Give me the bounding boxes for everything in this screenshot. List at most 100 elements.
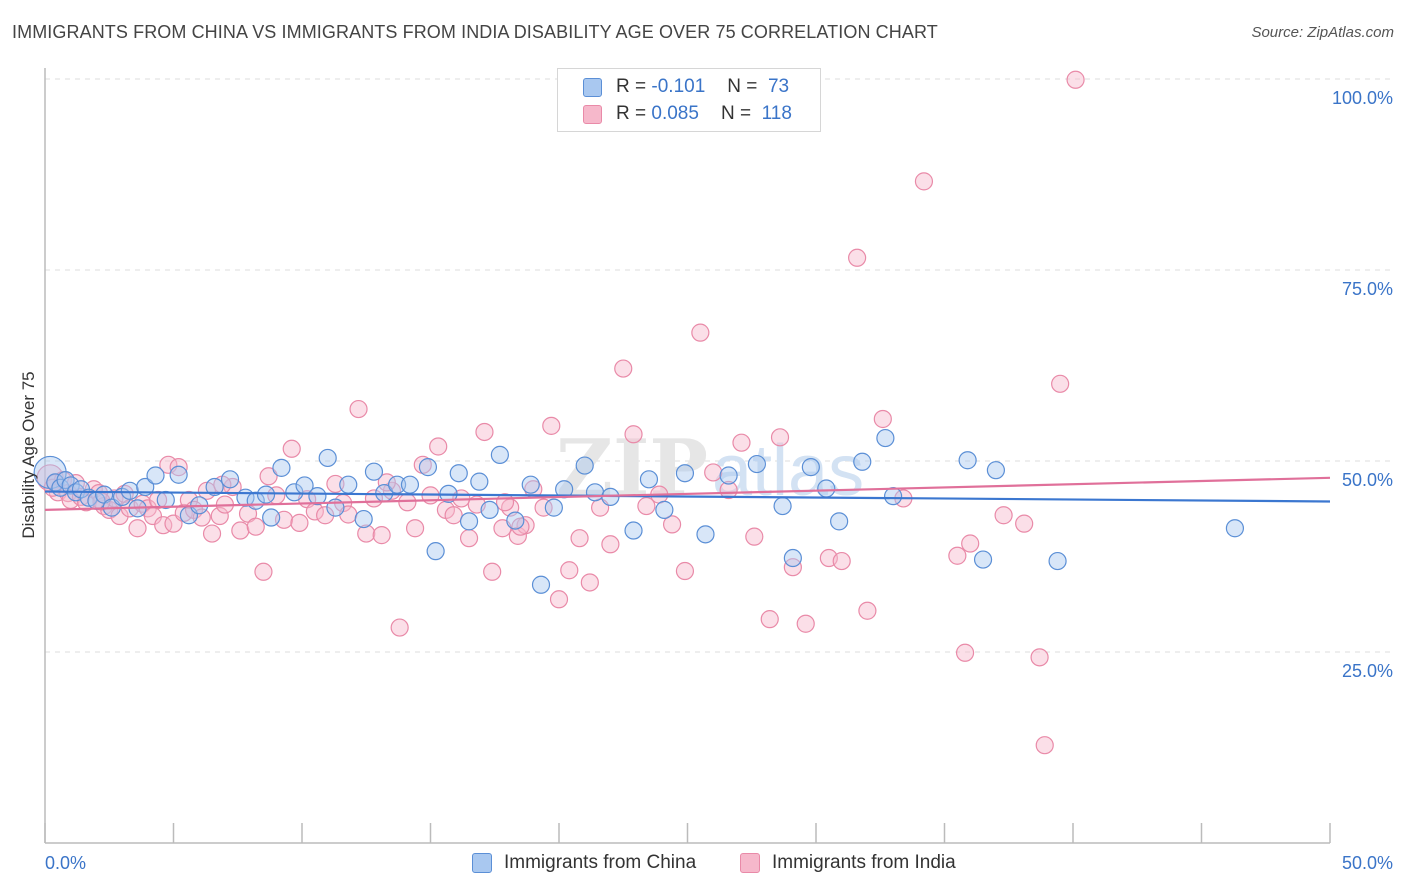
india-point xyxy=(405,519,425,538)
india-points xyxy=(36,70,1085,755)
india-point xyxy=(542,416,561,435)
india-point xyxy=(169,458,188,477)
india-swatch xyxy=(583,104,602,124)
china-point xyxy=(459,512,479,531)
china-point xyxy=(506,511,525,530)
india-point xyxy=(290,513,309,532)
china-point xyxy=(449,464,468,483)
legend-n-value: 118 xyxy=(761,103,792,124)
china-point xyxy=(354,509,373,529)
india-point xyxy=(231,521,250,540)
india-point xyxy=(398,493,417,512)
india-point xyxy=(955,643,975,662)
india-point xyxy=(390,618,409,637)
bottom-legend-label: Immigrants from China xyxy=(504,852,697,873)
legend-r-label: R = xyxy=(616,76,647,97)
china-point xyxy=(120,481,139,500)
legend-n-label: N = xyxy=(720,103,752,124)
x-tick-label: 0.0% xyxy=(45,853,86,873)
india-point xyxy=(873,409,892,429)
india-trend-line xyxy=(44,476,1331,511)
china-point xyxy=(801,458,820,477)
china-point xyxy=(400,475,420,494)
chart-title: IMMIGRANTS FROM CHINA VS IMMIGRANTS FROM… xyxy=(12,22,938,42)
china-point xyxy=(146,466,165,485)
legend-n-label: N = xyxy=(727,76,758,97)
china-point xyxy=(272,458,291,477)
india-point xyxy=(994,506,1013,525)
india-point xyxy=(549,590,569,609)
china-point xyxy=(531,575,551,594)
india-point xyxy=(210,506,229,526)
india-point xyxy=(704,463,723,482)
legend-r-value: 0.085 xyxy=(651,103,699,124)
india-point xyxy=(534,498,553,517)
india-point xyxy=(1066,70,1085,89)
india-point xyxy=(429,437,448,456)
legend-r-value: -0.101 xyxy=(651,76,706,97)
india-point xyxy=(637,496,656,516)
india-point xyxy=(1051,374,1070,393)
watermark-zip: ZIP xyxy=(556,423,708,514)
china-point xyxy=(986,461,1006,480)
india-point xyxy=(282,439,301,458)
india-point xyxy=(732,433,751,452)
india-point xyxy=(1035,736,1054,755)
india-point xyxy=(495,493,515,512)
india-point xyxy=(259,467,278,486)
india-point xyxy=(1015,514,1034,533)
india-point xyxy=(349,399,368,419)
china-point xyxy=(470,472,489,491)
source-label: Source: ZipAtlas.com xyxy=(1251,24,1394,41)
china-point xyxy=(639,470,659,489)
legend-n-value: 73 xyxy=(767,76,790,97)
china-point xyxy=(220,470,240,489)
y-tick-label: 50.0% xyxy=(1342,470,1393,490)
china-point xyxy=(490,445,509,464)
china-point xyxy=(817,479,836,498)
india-point xyxy=(961,534,980,553)
china-point xyxy=(544,498,563,517)
india-point xyxy=(483,562,502,581)
india-point xyxy=(601,535,620,554)
y-tick-label: 25.0% xyxy=(1342,661,1393,681)
legend-r-label: R = xyxy=(616,103,647,124)
india-point xyxy=(326,474,345,494)
india-swatch xyxy=(740,853,760,873)
china-point xyxy=(783,548,802,568)
china-point xyxy=(318,448,337,468)
india-point xyxy=(459,529,479,548)
india-point xyxy=(580,573,599,592)
axis-layer xyxy=(44,68,1331,844)
legend-row-india: R = 0.085 N = 118 xyxy=(558,101,792,127)
x-tick-label: 50.0% xyxy=(1342,853,1393,873)
china-point xyxy=(883,487,903,506)
china-point xyxy=(364,462,384,481)
india-point xyxy=(372,526,391,545)
china-point xyxy=(675,464,695,483)
india-point xyxy=(719,480,738,500)
china-point xyxy=(339,475,358,494)
india-point xyxy=(202,524,222,543)
china-swatch xyxy=(583,77,602,97)
china-point xyxy=(696,525,715,544)
india-point xyxy=(560,561,579,580)
correlation-legend: R = -0.101 N = 73 R = 0.085 N = 118 xyxy=(557,68,821,132)
india-point xyxy=(316,506,335,525)
bottom-legend-china: Immigrants from China xyxy=(472,852,696,874)
india-point xyxy=(770,428,790,447)
china-point xyxy=(205,477,224,497)
india-point xyxy=(796,614,815,633)
india-point xyxy=(745,527,764,546)
india-point xyxy=(357,524,376,543)
india-point xyxy=(858,601,877,620)
china-point xyxy=(973,550,993,569)
india-point xyxy=(254,562,273,581)
india-point xyxy=(914,172,934,191)
y-tick-label: 75.0% xyxy=(1342,279,1393,299)
india-point xyxy=(475,422,494,442)
india-point xyxy=(570,529,589,548)
china-point xyxy=(56,471,75,490)
bottom-legend-label: Immigrants from India xyxy=(772,852,956,873)
trend-layer xyxy=(44,476,1331,511)
